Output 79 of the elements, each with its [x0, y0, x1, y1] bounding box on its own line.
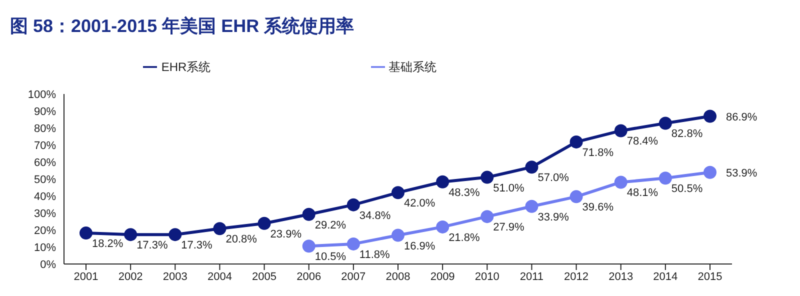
data-label: 48.1%: [626, 187, 658, 200]
data-label: 17.3%: [181, 240, 213, 252]
y-tick-label: 50%: [34, 174, 56, 186]
y-tick-label: 80%: [34, 122, 56, 135]
point: [525, 200, 538, 213]
x-tick-label: 2008: [386, 270, 410, 283]
data-label: 82.8%: [671, 128, 703, 140]
point: [436, 220, 450, 234]
point: [658, 172, 672, 185]
y-tick-label: 100%: [28, 88, 56, 101]
point: [346, 198, 360, 212]
point: [436, 175, 450, 188]
x-tick-label: 2010: [474, 270, 500, 283]
point: [302, 208, 316, 221]
y-tick-label: 60%: [34, 156, 56, 169]
point: [302, 240, 316, 253]
data-label: 33.9%: [538, 211, 570, 224]
x-tick-label: 2012: [564, 270, 589, 283]
x-tick-label: 2003: [162, 270, 188, 283]
point: [346, 237, 360, 250]
data-label: 11.8%: [359, 248, 390, 261]
legend-label: 基础系统: [388, 60, 437, 74]
data-label: 34.8%: [359, 210, 391, 222]
point: [392, 186, 404, 200]
data-label: 51.0%: [493, 182, 525, 194]
data-label: 71.8%: [582, 146, 614, 159]
data-label: 20.8%: [226, 234, 258, 246]
data-label: 57.0%: [538, 172, 570, 184]
data-label: 39.6%: [582, 202, 614, 214]
data-label: 29.2%: [314, 219, 346, 232]
point: [258, 216, 271, 230]
point: [80, 226, 92, 240]
x-tick-label: 2002: [118, 270, 143, 283]
data-label: 17.3%: [136, 240, 168, 252]
y-tick-label: 20%: [34, 224, 56, 237]
x-tick-label: 2011: [520, 270, 544, 283]
y-tick-label: 10%: [34, 242, 56, 254]
point: [570, 135, 583, 148]
data-label: 23.9%: [270, 228, 302, 240]
point: [168, 228, 182, 242]
point: [704, 110, 716, 123]
x-tick-label: 2006: [296, 270, 322, 283]
data-label: 48.3%: [448, 186, 480, 199]
point: [392, 228, 404, 242]
data-label: 21.8%: [448, 232, 480, 244]
point: [124, 228, 138, 242]
data-label: 50.5%: [671, 183, 703, 196]
point: [704, 166, 716, 179]
chart-title: 图 58：2001-2015 年美国 EHR 系统使用率: [9, 15, 356, 38]
point: [525, 160, 538, 174]
x-tick-label: 2001: [74, 270, 98, 283]
data-label: 18.2%: [92, 238, 124, 250]
data-label: 53.9%: [726, 167, 758, 180]
data-label: 86.9%: [726, 111, 758, 124]
point: [614, 176, 628, 189]
point: [213, 222, 226, 236]
x-tick-label: 2004: [207, 270, 232, 283]
y-tick-label: 40%: [34, 190, 56, 203]
point: [658, 116, 672, 130]
point: [570, 190, 583, 204]
x-tick-label: 2007: [341, 270, 366, 283]
x-tick-label: 2014: [653, 270, 678, 283]
x-tick-label: 2009: [430, 270, 455, 283]
x-tick-label: 2005: [252, 270, 277, 283]
point: [614, 124, 628, 138]
point: [480, 210, 494, 224]
data-label: 78.4%: [626, 136, 658, 148]
point: [480, 170, 494, 184]
x-tick-label: 2013: [608, 270, 634, 283]
data-label: 10.5%: [314, 251, 346, 264]
data-label: 42.0%: [404, 198, 436, 210]
y-tick-label: 0%: [40, 258, 56, 271]
legend-label: EHR系统: [161, 60, 211, 74]
y-tick-label: 30%: [34, 208, 56, 220]
x-tick-label: 2015: [698, 270, 722, 283]
y-tick-label: 70%: [34, 140, 56, 152]
y-tick-label: 90%: [34, 106, 56, 118]
data-label: 27.9%: [493, 222, 525, 234]
data-label: 16.9%: [404, 240, 436, 252]
